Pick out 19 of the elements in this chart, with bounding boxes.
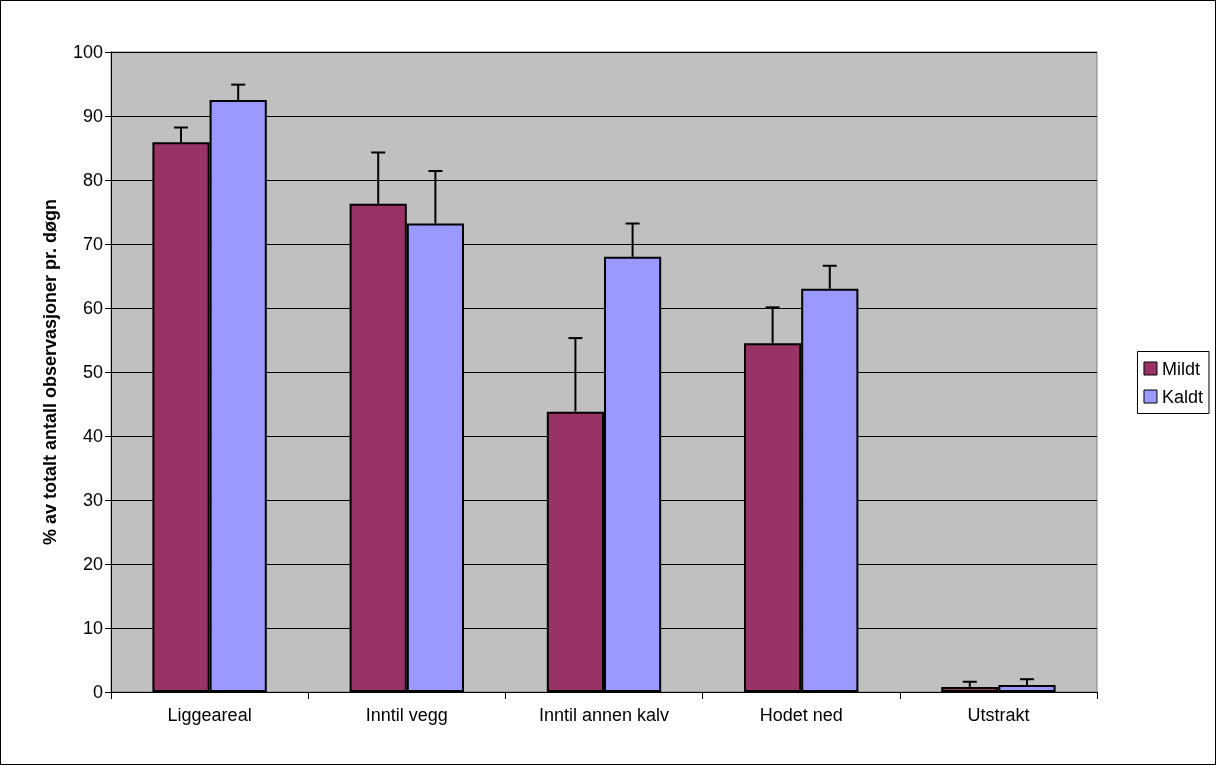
y-tick-label: 80 — [82, 170, 103, 190]
y-tick-label: 50 — [82, 362, 103, 382]
y-tick-label: 10 — [82, 618, 103, 638]
y-tick-label: 90 — [82, 106, 103, 126]
y-tick-label: 20 — [82, 554, 103, 574]
y-axis-title: % av totalt antall observasjoner pr. døgn — [40, 198, 60, 546]
y-tick-label: 30 — [82, 490, 103, 510]
y-tick-label: 40 — [82, 426, 103, 446]
y-tick-label: 60 — [82, 298, 103, 318]
y-tick-label: 0 — [92, 682, 103, 702]
x-tick-label: Hodet ned — [759, 705, 843, 725]
x-tick-label: Inntil vegg — [365, 705, 448, 725]
x-tick-label: Inntil annen kalv — [538, 705, 670, 725]
x-tick-label: Utstrakt — [967, 705, 1030, 725]
legend-label: Kaldt — [1161, 386, 1203, 407]
y-tick-label: 100 — [72, 42, 103, 62]
y-tick-label: 70 — [82, 234, 103, 254]
legend-label: Mildt — [1161, 358, 1200, 379]
x-tick-label: Liggeareal — [167, 705, 252, 725]
